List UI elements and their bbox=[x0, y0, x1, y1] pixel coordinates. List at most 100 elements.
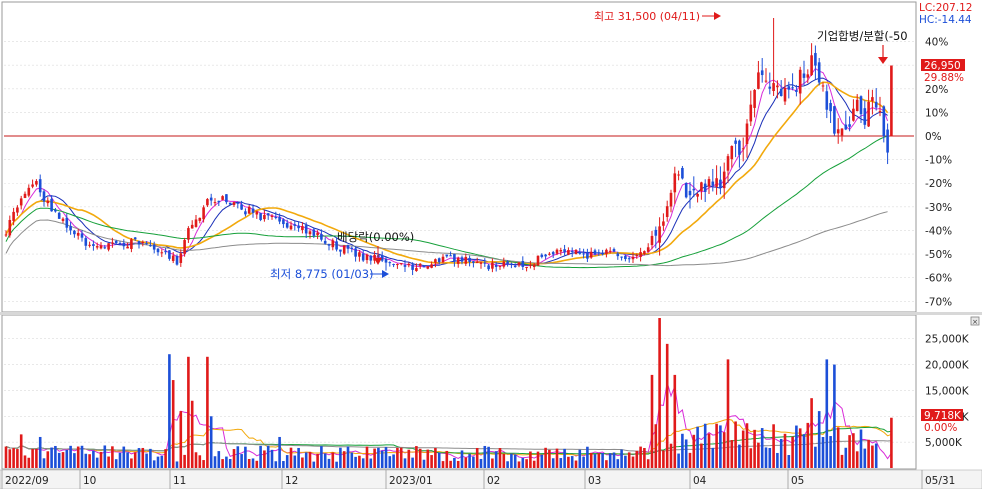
candle-body bbox=[612, 249, 616, 252]
candle-body bbox=[411, 264, 414, 270]
candle-body bbox=[848, 124, 851, 127]
candle-body bbox=[92, 244, 95, 246]
volume-bar bbox=[502, 453, 506, 468]
candle-body bbox=[833, 106, 836, 134]
low-annotation: 최저 8,775 (01/03) bbox=[270, 267, 374, 281]
candle-body bbox=[445, 254, 449, 257]
candle-body bbox=[42, 191, 46, 202]
candle-body bbox=[817, 62, 821, 83]
volume-bar bbox=[779, 438, 783, 468]
candle-body bbox=[821, 85, 825, 87]
volume-bar bbox=[232, 449, 236, 468]
volume-bar bbox=[244, 446, 247, 468]
volume-bar bbox=[308, 451, 312, 468]
price-tick-label: 0% bbox=[925, 131, 942, 143]
candle-body bbox=[289, 225, 293, 230]
candle-body bbox=[130, 239, 133, 249]
candle-body bbox=[798, 69, 802, 94]
volume-bar bbox=[662, 450, 665, 468]
candle-body bbox=[19, 198, 23, 206]
candle-body bbox=[878, 110, 882, 112]
candle-body bbox=[263, 214, 266, 220]
volume-bar bbox=[449, 460, 452, 468]
volume-bar bbox=[399, 447, 403, 468]
candle-body bbox=[703, 183, 707, 192]
candle-body bbox=[836, 129, 840, 134]
candle-body bbox=[103, 247, 107, 249]
volume-bar bbox=[149, 448, 152, 468]
candle-body bbox=[259, 213, 262, 220]
volume-bar bbox=[608, 453, 612, 468]
volume-bar bbox=[236, 446, 240, 468]
volume-bar bbox=[422, 459, 426, 468]
candle-body bbox=[570, 250, 574, 252]
volume-bar bbox=[282, 461, 285, 468]
candle-body bbox=[578, 251, 582, 254]
volume-bar bbox=[380, 450, 384, 468]
candle-body bbox=[365, 254, 369, 261]
ma-line-ma20 bbox=[5, 81, 889, 265]
volume-bar bbox=[498, 448, 502, 468]
panel-separator[interactable] bbox=[0, 312, 982, 315]
volume-bar bbox=[840, 454, 844, 468]
volume-tick-label: 20,000K bbox=[925, 360, 970, 372]
volume-bar bbox=[164, 449, 167, 468]
volume-panel-close-button[interactable] bbox=[970, 316, 980, 326]
close-icon: × bbox=[972, 318, 978, 326]
volume-bar bbox=[783, 433, 787, 468]
candle-body bbox=[118, 243, 122, 245]
candle-body bbox=[194, 219, 198, 227]
volume-bar bbox=[316, 453, 319, 468]
candle-body bbox=[631, 256, 635, 260]
volume-bar bbox=[829, 436, 832, 468]
volume-bar bbox=[266, 445, 270, 468]
volume-bar bbox=[890, 417, 893, 468]
volume-panel bbox=[1, 314, 917, 470]
candle-body bbox=[521, 261, 525, 267]
volume-bar bbox=[639, 446, 642, 468]
volume-bar bbox=[738, 444, 741, 468]
candle-body bbox=[779, 88, 783, 96]
volume-bar bbox=[16, 449, 19, 468]
candle-body bbox=[597, 252, 601, 254]
candle-body bbox=[871, 97, 874, 102]
candle-body bbox=[601, 253, 604, 255]
candle-body bbox=[624, 255, 627, 260]
volume-bar bbox=[741, 430, 745, 468]
candle-body bbox=[825, 91, 829, 110]
candle-body bbox=[757, 72, 760, 89]
price-tick-label: -20% bbox=[925, 178, 952, 190]
candle-body bbox=[734, 140, 737, 144]
candle-body bbox=[358, 252, 361, 257]
volume-bar bbox=[479, 458, 483, 468]
candle-body bbox=[50, 198, 53, 212]
volume-bar bbox=[567, 456, 570, 468]
volume-bar bbox=[859, 429, 863, 468]
candle-body bbox=[369, 255, 373, 261]
candle-body bbox=[282, 219, 285, 225]
candle-body bbox=[8, 219, 12, 236]
volume-bar bbox=[289, 447, 293, 468]
candle-body bbox=[669, 192, 673, 207]
volume-tick-label: 15,000K bbox=[925, 385, 970, 397]
candle-body bbox=[107, 243, 110, 250]
volume-bar bbox=[54, 445, 57, 468]
candle-body bbox=[95, 246, 99, 248]
volume-bar bbox=[274, 461, 278, 468]
candle-body bbox=[198, 217, 202, 221]
candle-body bbox=[479, 262, 483, 264]
volume-bar bbox=[757, 442, 760, 468]
candle-body bbox=[582, 253, 585, 255]
candle-body bbox=[483, 262, 487, 264]
price-tick-label: 10% bbox=[925, 107, 948, 119]
candle-body bbox=[342, 245, 346, 254]
candle-body bbox=[855, 99, 859, 112]
volume-bar bbox=[825, 359, 829, 468]
candle-body bbox=[16, 207, 19, 213]
current-price-badge bbox=[921, 59, 965, 71]
candle-body bbox=[456, 258, 460, 264]
candle-body bbox=[464, 256, 468, 264]
volume-bar bbox=[92, 450, 95, 468]
candle-body bbox=[517, 262, 521, 266]
volume-bar bbox=[19, 434, 23, 468]
